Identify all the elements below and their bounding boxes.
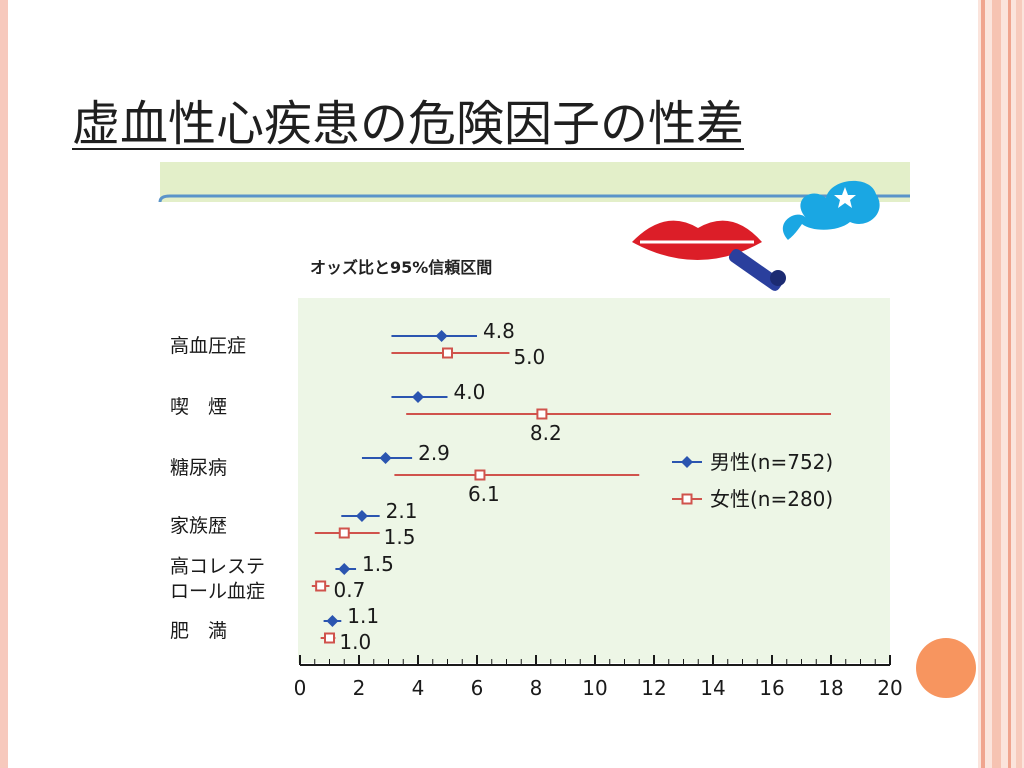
x-axis: 0 2 4 6 8 10 12 14 16 18 20 (294, 655, 903, 700)
legend: 男性(n=752) 女性(n=280) (672, 450, 833, 511)
series-layer: 4.84.02.92.11.51.15.08.26.11.50.71.0 (311, 319, 831, 654)
value-label: 1.5 (384, 525, 416, 549)
value-label: 2.1 (386, 499, 418, 523)
x-tick-label: 16 (759, 676, 784, 700)
series-1: 5.08.26.11.50.71.0 (311, 345, 831, 654)
x-tick-label: 14 (700, 676, 725, 700)
value-label: 1.5 (362, 552, 394, 576)
cigarette-icon (728, 248, 786, 291)
header-band (158, 162, 910, 203)
x-tick-label: 2 (353, 676, 366, 700)
male-point-marker (338, 563, 351, 575)
x-tick-label: 0 (294, 676, 307, 700)
category-label: 糖尿病 (170, 457, 227, 479)
category-label: 家族歴 (170, 515, 227, 537)
female-point-marker (474, 469, 486, 481)
male-point-marker (355, 510, 368, 522)
male-point-marker (379, 452, 392, 464)
x-tick-label: 18 (818, 676, 843, 700)
x-tick-label: 20 (877, 676, 902, 700)
value-label: 1.1 (347, 604, 379, 628)
category-label: 喫 煙 (170, 396, 227, 418)
female-point-marker (536, 408, 548, 420)
x-tick-label: 8 (530, 676, 543, 700)
female-point-marker (442, 347, 453, 359)
female-point-marker (338, 527, 350, 539)
male-point-marker (326, 615, 339, 627)
value-label: 1.0 (339, 630, 371, 654)
female-point-marker (324, 632, 335, 644)
left-border (0, 0, 8, 768)
value-label: 8.2 (530, 421, 562, 445)
series-0: 4.84.02.92.11.51.1 (323, 319, 515, 628)
legend-label: 女性(n=280) (710, 487, 833, 511)
female-point-marker (315, 580, 327, 592)
value-label: 0.7 (334, 578, 366, 602)
x-tick-label: 10 (582, 676, 607, 700)
category-label: ロール血症 (170, 581, 265, 603)
legend-label: 男性(n=752) (710, 450, 833, 474)
value-label: 5.0 (513, 345, 545, 369)
x-tick-label: 4 (412, 676, 425, 700)
legend-square-marker (681, 493, 693, 505)
value-label: 4.0 (454, 380, 486, 404)
x-tick-label: 12 (641, 676, 666, 700)
category-label: 高血圧症 (170, 335, 246, 357)
plot-area (298, 298, 890, 663)
male-point-marker (412, 391, 424, 403)
male-point-marker (435, 330, 448, 342)
slide-title: 虚血性心疾患の危険因子の性差 (72, 96, 745, 152)
value-label: 2.9 (418, 441, 450, 465)
category-label: 高コレステ (170, 556, 265, 578)
value-label: 6.1 (468, 482, 500, 506)
decorative-circle (916, 638, 976, 698)
smoke-star-icon (782, 180, 880, 240)
x-tick-label: 6 (471, 676, 484, 700)
right-stripes (978, 0, 1024, 768)
lips-icon (632, 220, 762, 260)
category-label: 肥 満 (170, 620, 227, 642)
chart-subtitle: オッズ比と95%信頼区間 (310, 258, 492, 277)
legend-diamond-marker (681, 456, 693, 468)
value-label: 4.8 (483, 319, 515, 343)
